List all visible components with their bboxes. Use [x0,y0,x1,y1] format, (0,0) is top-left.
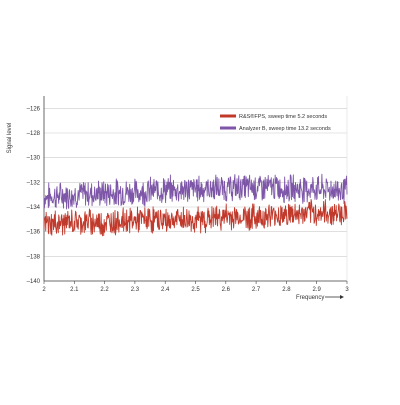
x-axis-label-arrow-head [340,295,344,299]
y-tick-label: –130 [27,156,41,162]
x-tick-label: 2.4 [161,287,170,293]
y-tick-label: –136 [27,230,41,236]
x-tick-label: 2 [42,287,46,293]
x-tick-label: 2.5 [191,287,200,293]
y-tick-label: –138 [27,254,41,260]
x-tick-label: 2.2 [100,287,109,293]
x-tick-label: 2.8 [282,287,291,293]
x-tick-label: 2.6 [222,287,231,293]
legend-label-analyzer-b: Analyzer B, sweep time 13.2 seconds [239,126,331,132]
x-tick-label: 2.9 [313,287,322,293]
y-tick-label: –132 [27,180,41,186]
y-tick-label: –128 [27,131,41,137]
x-tick-label: 2.1 [70,287,79,293]
series-line-fps [43,199,348,237]
x-axis-label: Frequency [296,295,324,301]
y-axis-label: Signal level [7,123,13,154]
x-tick-label: 2.3 [131,287,140,293]
legend: R&S®FPS, sweep time 5.2 seconds Analyzer… [220,113,331,132]
y-tick-label: –134 [27,205,41,211]
series-line-analyzer-b [43,173,348,210]
x-tick-label: 2.7 [252,287,261,293]
y-tick-label: –140 [27,279,41,285]
y-tick-label: –126 [27,106,41,112]
x-tick-label: 3 [345,287,349,293]
legend-label-fps: R&S®FPS, sweep time 5.2 seconds [239,113,327,120]
